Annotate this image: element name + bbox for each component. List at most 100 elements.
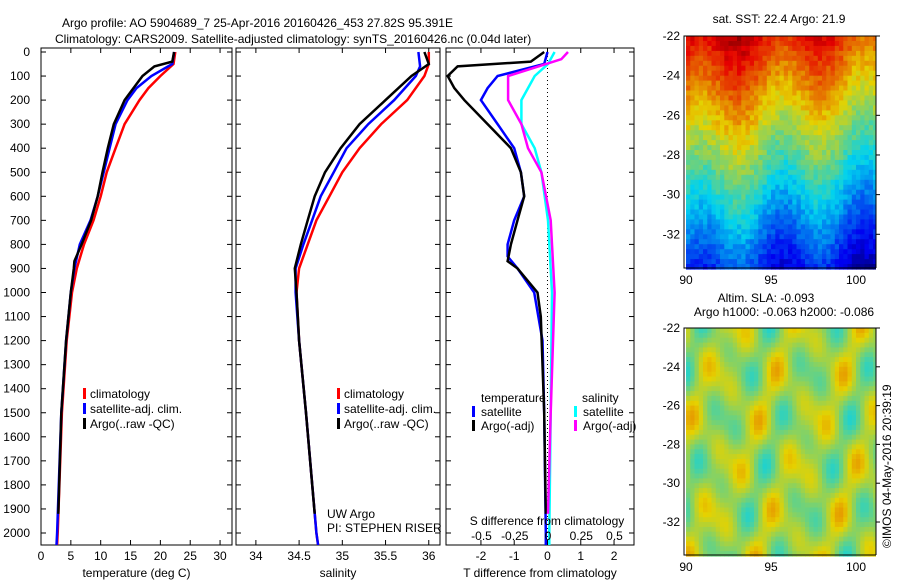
heatmap-cell [813, 36, 819, 42]
heatmap-cell [720, 347, 725, 353]
y-tick-label: 1200 [3, 334, 30, 348]
heatmap-cell [813, 429, 819, 436]
heatmap-cell [694, 189, 700, 196]
heatmap-cell [873, 352, 878, 358]
heatmap-cell [873, 189, 878, 196]
heatmap-cell [834, 342, 840, 349]
heatmap-cell [745, 179, 751, 186]
heatmap-cell [741, 357, 747, 363]
heatmap-cell [792, 159, 798, 166]
heatmap-cell [788, 454, 793, 460]
heatmap-cell [788, 80, 793, 87]
heatmap-cell [843, 546, 849, 552]
heatmap-cell [788, 254, 793, 260]
heatmap-cell [830, 541, 836, 547]
heatmap-cell [813, 541, 819, 547]
heatmap-cell [822, 155, 827, 161]
heatmap-cell [860, 85, 866, 92]
heatmap-cell [851, 75, 857, 82]
heatmap-cell [826, 115, 832, 121]
heatmap-cell [690, 150, 696, 156]
heatmap-cell [788, 420, 793, 426]
heatmap-cell [741, 194, 747, 201]
heatmap-cell [822, 400, 827, 407]
heatmap-cell [728, 150, 734, 156]
heatmap-cell [856, 229, 861, 235]
heatmap-cell [800, 512, 806, 518]
heatmap-cell [783, 159, 789, 166]
heatmap-cell [720, 36, 725, 42]
heatmap-cell [792, 95, 798, 102]
heatmap-cell [749, 60, 755, 67]
heatmap-cell [792, 478, 798, 484]
heatmap-cell [737, 184, 742, 191]
heatmap-cell [775, 159, 781, 166]
heatmap-cell [868, 174, 874, 181]
heatmap-cell [728, 135, 734, 141]
heatmap-cell [686, 410, 691, 416]
heatmap-cell [779, 497, 785, 504]
heatmap-cell [783, 425, 789, 431]
heatmap-cell [694, 105, 700, 111]
heatmap-cell [800, 483, 806, 489]
heatmap-cell [703, 381, 708, 387]
heatmap-cell [749, 214, 755, 221]
heatmap-cell [724, 80, 730, 87]
heatmap-cell [715, 497, 721, 504]
heatmap-cell [839, 454, 844, 460]
heatmap-cell [690, 337, 696, 344]
heatmap-cell [809, 342, 815, 349]
heatmap-cell [796, 473, 802, 479]
heatmap-cell [715, 449, 721, 455]
heatmap-cell [758, 125, 764, 131]
heatmap-cell [805, 209, 810, 216]
heatmap-cell [720, 454, 725, 460]
heatmap-cell [732, 41, 738, 47]
heatmap-cell [809, 45, 815, 52]
heatmap-cell [834, 169, 840, 176]
heatmap-cell [868, 224, 874, 230]
heatmap-cell [873, 155, 878, 161]
heatmap-cell [728, 85, 734, 92]
heatmap-cell [749, 473, 755, 479]
heatmap-cell [783, 259, 789, 265]
heatmap-cell [805, 120, 810, 126]
heatmap-cell [839, 224, 844, 230]
heatmap-cell [834, 254, 840, 260]
heatmap-cell [796, 400, 802, 407]
heatmap-cell [834, 395, 840, 402]
heatmap-cell [732, 125, 738, 131]
heatmap-cell [745, 473, 751, 479]
heatmap-cell [720, 449, 725, 455]
heatmap-cell [728, 332, 734, 339]
heatmap-cell [698, 140, 704, 146]
heatmap-cell [868, 415, 874, 421]
legend-label: climatology [344, 387, 404, 401]
heatmap-cell [707, 159, 713, 166]
heatmap-cell [715, 337, 721, 344]
secondary-x-tick-label: -0.25 [501, 529, 529, 543]
heatmap-cell [749, 234, 755, 240]
heatmap-cell [817, 140, 823, 146]
heatmap-cell [864, 60, 870, 67]
heatmap-cell [758, 483, 764, 489]
heatmap-cell [690, 483, 696, 489]
heatmap-cell [690, 507, 696, 513]
heatmap-cell [758, 115, 764, 121]
heatmap-cell [843, 328, 849, 334]
heatmap-cell [796, 264, 802, 270]
heatmap-cell [741, 254, 747, 260]
heatmap-cell [745, 135, 751, 141]
heatmap-cell [724, 546, 730, 552]
heatmap-cell [732, 439, 738, 446]
legend-label: satellite-adj. clim. [90, 402, 182, 416]
heatmap-cell [779, 483, 785, 489]
heatmap-cell [817, 473, 823, 479]
heatmap-cell [775, 155, 781, 161]
heatmap-cell [843, 110, 849, 116]
heatmap-cell [690, 95, 696, 102]
heatmap-cell [707, 459, 713, 465]
heatmap-cell [822, 473, 827, 479]
heatmap-cell [775, 483, 781, 489]
heatmap-cell [800, 362, 806, 368]
